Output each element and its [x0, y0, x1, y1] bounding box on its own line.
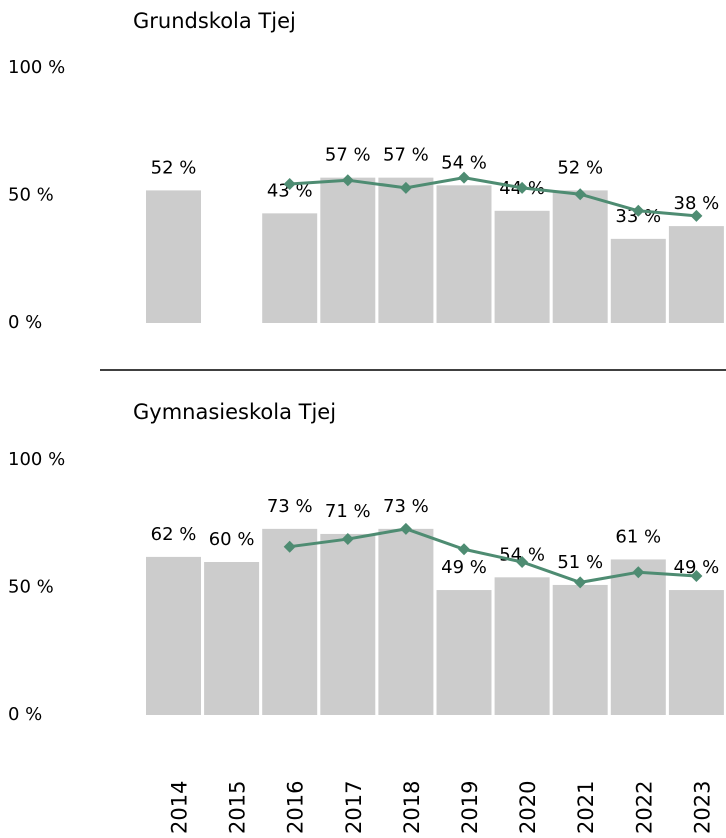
x-tick-label: 2019: [458, 781, 482, 834]
y-tick-label: 100 %: [8, 449, 65, 470]
value-label: 73 %: [383, 496, 429, 517]
line-marker: [283, 178, 296, 191]
bar: [610, 559, 666, 715]
bar: [378, 177, 434, 323]
x-tick-label: 2015: [226, 781, 250, 834]
line-marker: [516, 181, 529, 194]
y-tick-label: 50 %: [8, 185, 54, 206]
line-marker: [690, 209, 703, 222]
bar: [320, 533, 376, 715]
bar: [610, 238, 666, 323]
y-tick-label: 0 %: [8, 704, 42, 725]
bar: [552, 190, 608, 323]
value-label: 52 %: [557, 157, 603, 178]
value-label: 61 %: [615, 526, 661, 547]
x-tick-label: 2022: [632, 781, 656, 834]
x-tick-label: 2020: [516, 781, 540, 834]
value-label: 43 %: [267, 180, 313, 201]
value-label: 49 %: [674, 557, 720, 578]
bar: [378, 528, 434, 715]
line-marker: [458, 171, 470, 184]
bar: [494, 210, 550, 323]
line-marker: [574, 188, 587, 201]
bar: [436, 185, 492, 323]
value-label: 52 %: [151, 157, 197, 178]
y-tick-label: 0 %: [8, 312, 42, 333]
line-marker: [632, 204, 645, 217]
line-marker: [283, 540, 296, 553]
bar: [668, 226, 724, 323]
line-marker: [516, 556, 529, 568]
line: [289, 527, 697, 584]
y-tick-label: 50 %: [8, 577, 54, 598]
x-tick-label: 2014: [168, 781, 192, 834]
line-marker: [399, 522, 412, 535]
chart-title: Gymnasieskola Tjej: [133, 400, 336, 424]
bar: [320, 177, 376, 323]
value-label: 57 %: [325, 145, 371, 166]
bar: [146, 190, 201, 323]
line-marker: [458, 543, 470, 556]
line-marker: [690, 570, 703, 583]
x-tick-label: 2016: [284, 781, 308, 834]
x-tick-label: 2023: [690, 781, 714, 834]
bar: [262, 213, 318, 323]
value-label: 38 %: [674, 193, 720, 214]
value-label: 60 %: [209, 529, 255, 550]
bar: [494, 577, 550, 715]
line-marker: [341, 174, 354, 187]
line-marker: [632, 566, 645, 579]
value-label: 71 %: [325, 501, 371, 522]
value-label: 51 %: [557, 552, 603, 573]
bar: [262, 528, 318, 715]
bar: [146, 556, 201, 715]
x-tick-label: 2021: [574, 781, 598, 834]
value-label: 62 %: [151, 524, 197, 545]
bar: [552, 584, 608, 715]
chart-title: Grundskola Tjej: [133, 9, 296, 33]
y-tick-label: 100 %: [8, 57, 65, 78]
line-marker: [341, 533, 354, 546]
line-marker: [574, 576, 587, 589]
bar: [668, 590, 724, 715]
bar: [204, 562, 260, 715]
bar: [436, 590, 492, 715]
value-label: 73 %: [267, 496, 313, 517]
x-tick-label: 2017: [342, 781, 366, 834]
line-marker: [399, 181, 412, 194]
value-label: 57 %: [383, 145, 429, 166]
value-label: 49 %: [441, 557, 487, 578]
line: [289, 176, 697, 218]
x-tick-label: 2018: [400, 781, 424, 834]
value-label: 54 %: [441, 152, 487, 173]
